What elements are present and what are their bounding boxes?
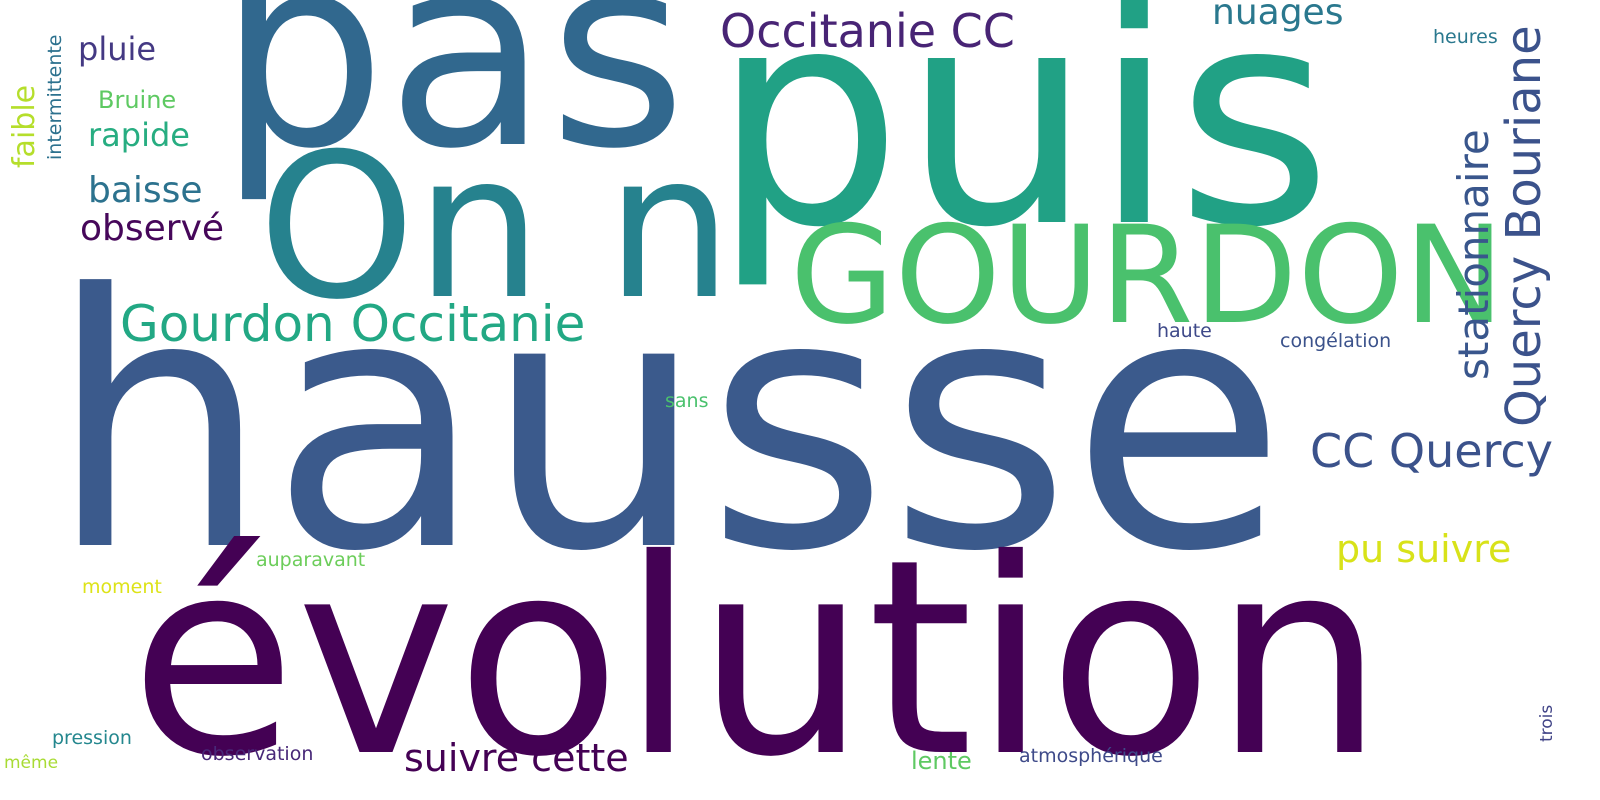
word-trois: trois (1537, 705, 1557, 742)
word-gourdon-upper: GOURDON (790, 197, 1505, 354)
word-puis: puis (712, 0, 1332, 293)
word-intermittente: intermittente (44, 35, 66, 161)
word-observation: observation (201, 743, 313, 765)
word-moment: moment (82, 576, 162, 598)
word-bruine: Bruine (98, 86, 176, 114)
word-nuages: nuages (1212, 0, 1343, 33)
word-suivre-cette: suivre cette (404, 736, 629, 780)
word-heures: heures (1433, 26, 1498, 48)
word-occitanie-cc: Occitanie CC (720, 4, 1015, 58)
word-sans: sans (665, 390, 708, 412)
word-congelation: congélation (1280, 330, 1391, 352)
word-gourdon-occitanie: Gourdon Occitanie (120, 295, 585, 353)
word-haute: haute (1157, 320, 1212, 342)
word-pas: pas (218, 0, 687, 207)
word-auparavant: auparavant (256, 549, 365, 571)
word-pluie: pluie (78, 30, 156, 68)
word-rapide: rapide (88, 116, 190, 154)
word-atmospherique: atmosphérique (1019, 745, 1163, 767)
word-faible: faible (7, 85, 42, 168)
word-stationnaire: stationnaire (1449, 129, 1498, 380)
word-baisse: baisse (88, 170, 203, 211)
word-meme: même (4, 753, 58, 773)
word-quercy-bouriane: Quercy Bouriane (1496, 25, 1552, 427)
word-observe: observé (80, 208, 224, 249)
word-hausse: hausse (48, 220, 1286, 628)
word-on-n: On n (258, 111, 733, 344)
word-lente: lente (911, 747, 972, 775)
word-evolution: évolution (130, 501, 1384, 800)
word-pression: pression (52, 727, 132, 749)
word-cc-quercy: CC Quercy (1310, 424, 1553, 478)
word-pu-suivre: pu suivre (1336, 527, 1511, 571)
